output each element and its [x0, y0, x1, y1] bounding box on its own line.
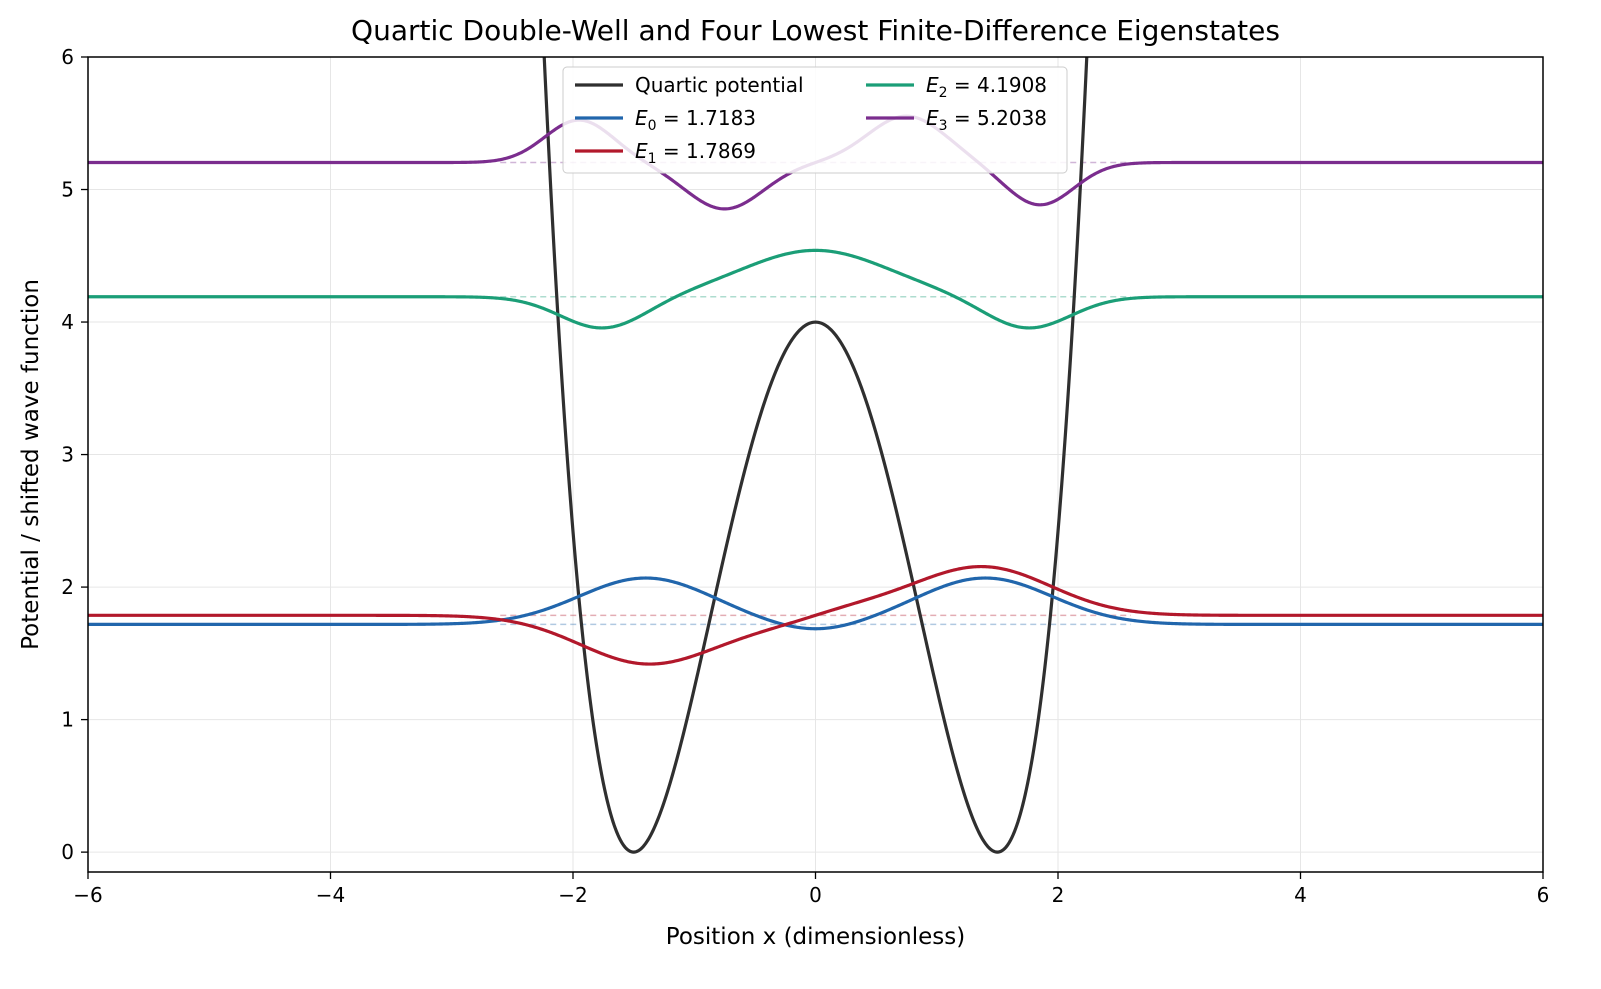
y-tick-label: 6 [61, 45, 74, 69]
eigenstate-line [88, 248, 1543, 330]
x-tick-label: −2 [558, 883, 587, 907]
x-tick-label: 6 [1537, 883, 1550, 907]
grid-lines [87, 56, 1544, 872]
y-tick-label: 2 [61, 575, 74, 599]
y-tick-label: 0 [61, 840, 74, 864]
x-tick-label: −6 [73, 883, 102, 907]
y-tick-label: 1 [61, 708, 74, 732]
legend-entry: E2 = 4.1908 [926, 73, 1047, 101]
x-tick-label: 2 [1052, 883, 1065, 907]
x-tick-label: 4 [1294, 883, 1307, 907]
x-tick-label: −4 [316, 883, 345, 907]
legend-entry: Quartic potential [635, 73, 804, 97]
y-tick-label: 3 [61, 443, 74, 467]
legend-entry: E1 = 1.7869 [635, 139, 756, 167]
legend-box [562, 66, 1068, 174]
y-tick-label: 5 [61, 178, 74, 202]
y-axis-label: Potential / shifted wave function [18, 279, 44, 650]
eigenstate-line [88, 576, 1543, 631]
legend-entry: E3 = 5.2038 [926, 106, 1047, 134]
x-axis-label: Position x (dimensionless) [666, 924, 965, 950]
x-tick-label: 0 [809, 883, 822, 907]
chart-title: Quartic Double-Well and Four Lowest Fini… [351, 14, 1280, 47]
y-tick-label: 4 [61, 310, 74, 334]
legend: Quartic potential E0 = 1.7183 E1 = 1.7869 E… [562, 66, 1068, 174]
axis-ticks: −6 −4 −2 0 2 4 6 0 1 2 3 4 5 6 [61, 45, 1549, 907]
eigenstate-line [88, 564, 1543, 666]
legend-entry: E0 = 1.7183 [635, 106, 756, 134]
potential-line [542, 57, 1089, 854]
